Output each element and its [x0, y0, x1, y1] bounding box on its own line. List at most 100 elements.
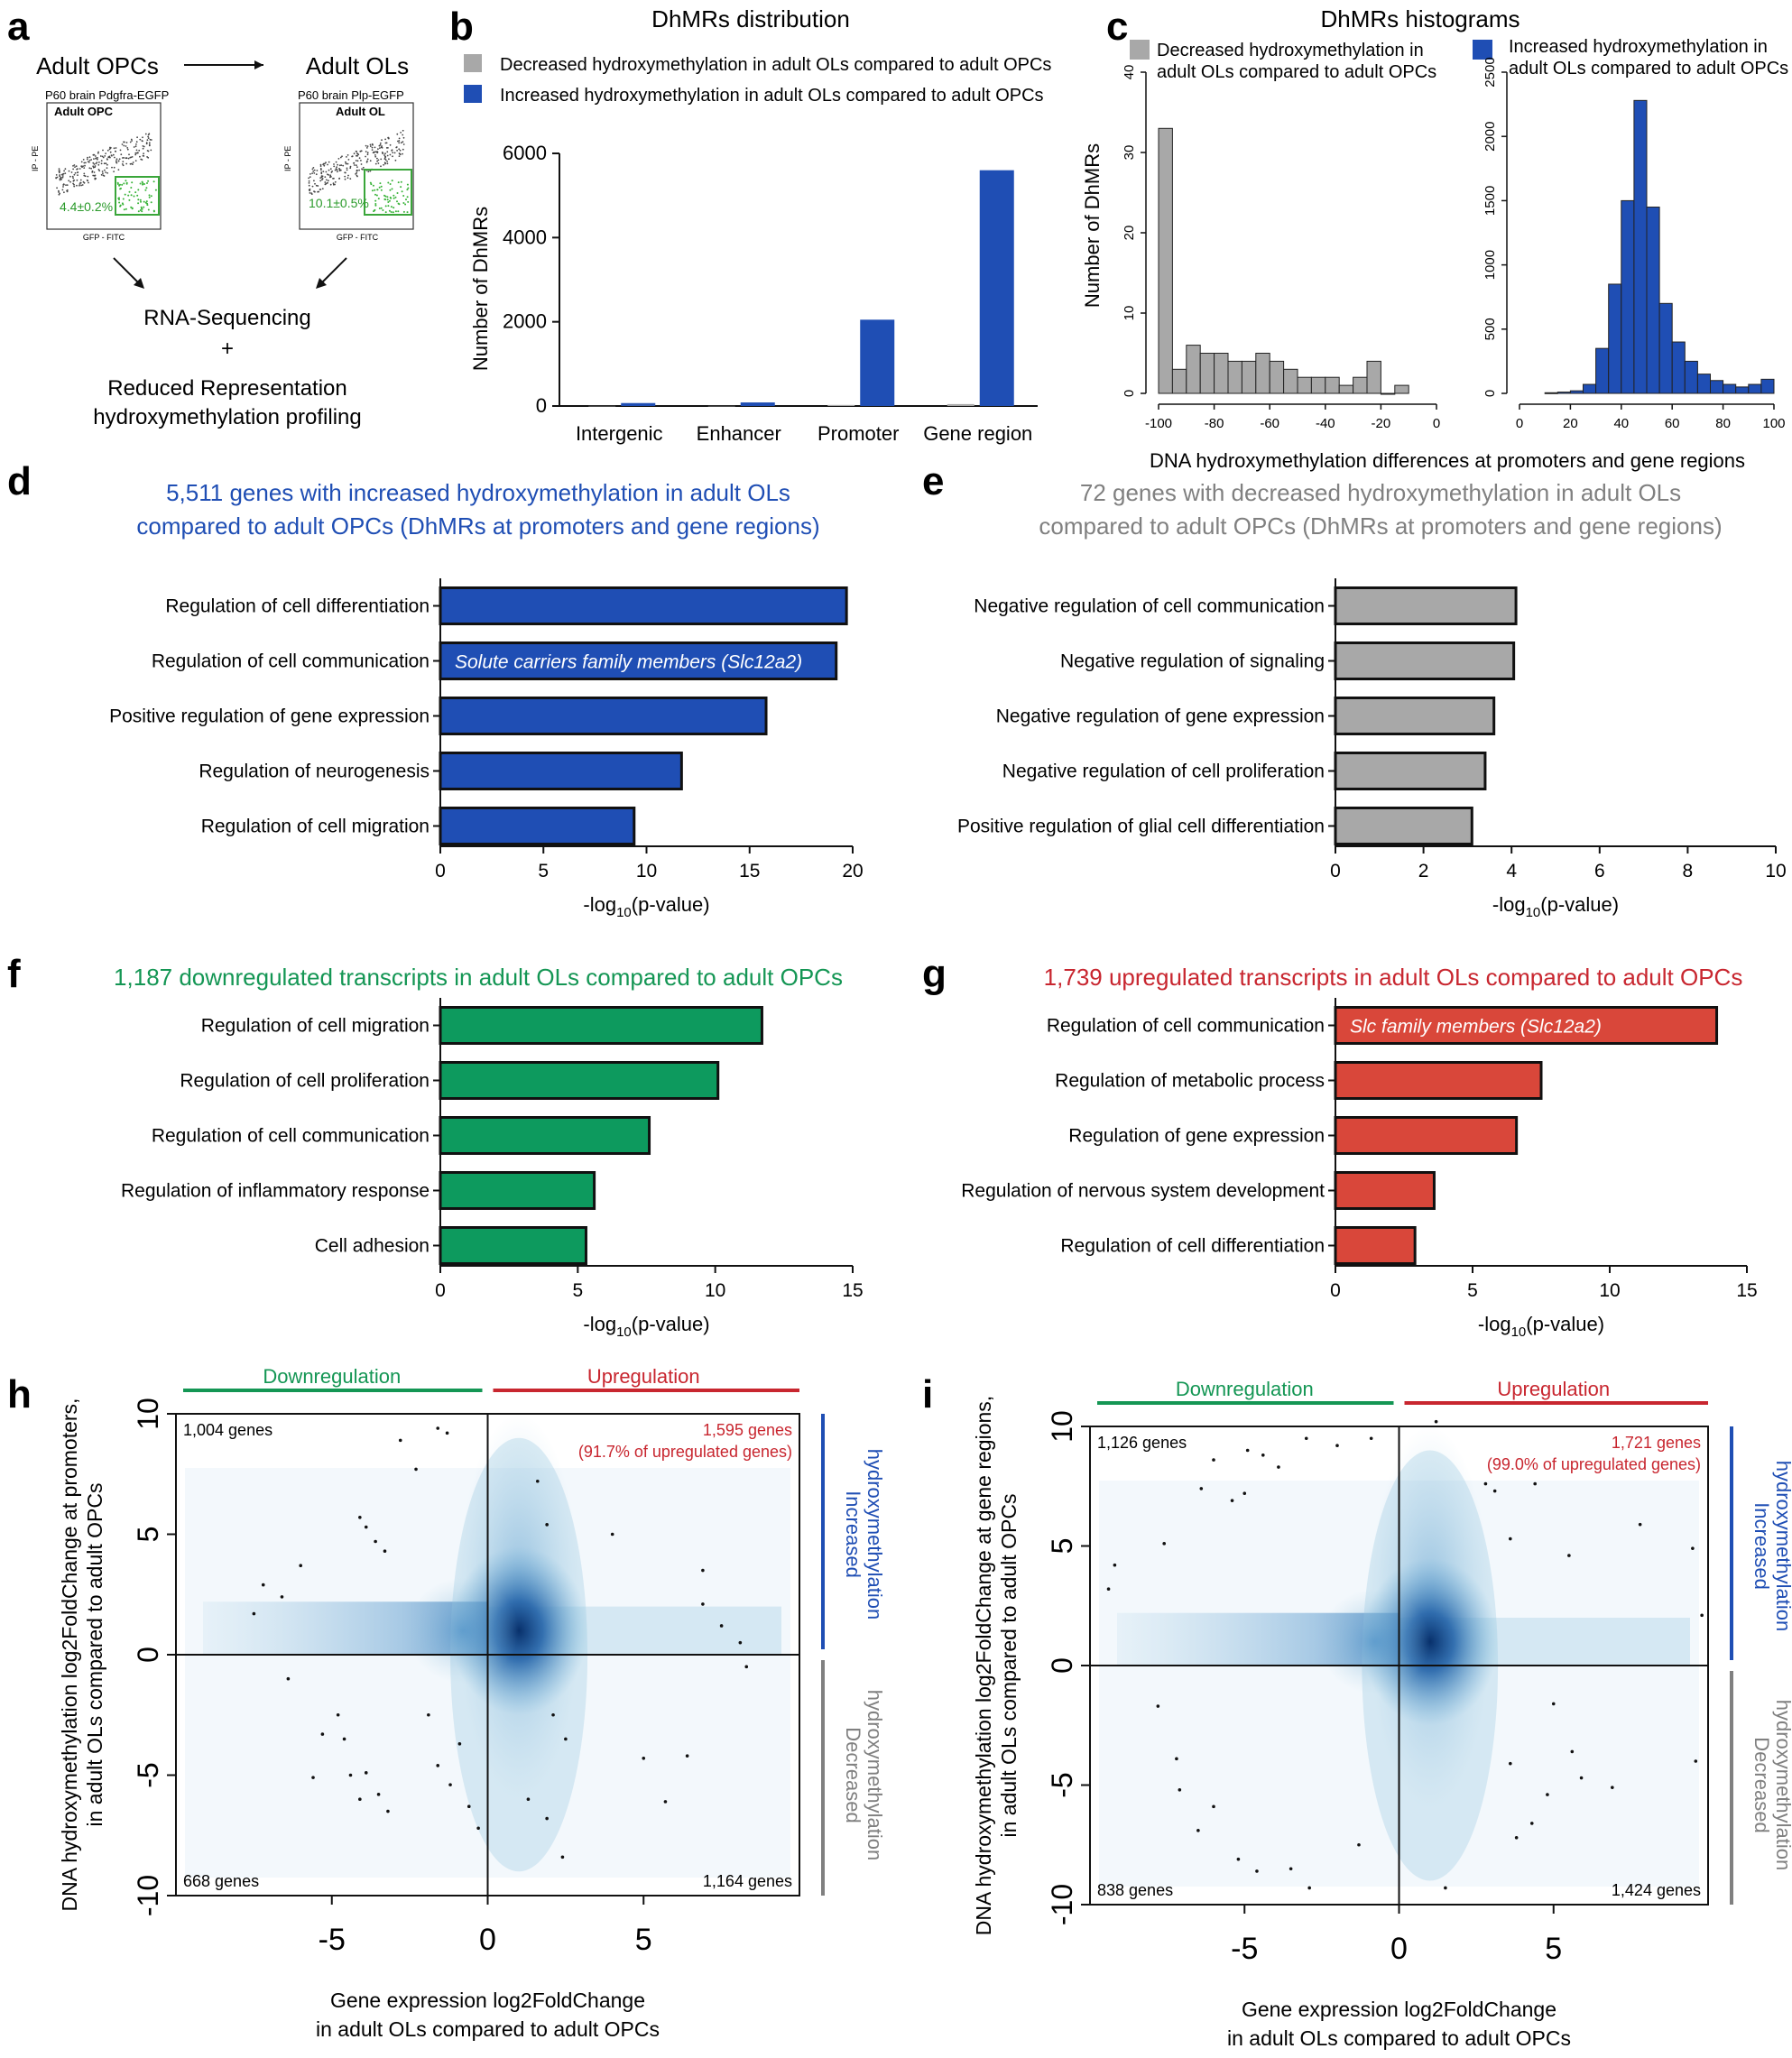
b-bar-increased: [979, 170, 1014, 406]
outlier-point: [1242, 1491, 1247, 1495]
b-y-tick-label: 6000: [503, 142, 547, 164]
gfp-positive-dot: [400, 180, 402, 183]
flow-event-dot: [87, 175, 89, 178]
panel-label-g: g: [922, 952, 947, 996]
c-right-x-tick-label: 100: [1762, 416, 1785, 431]
flow-event-dot: [142, 147, 144, 150]
flow-event-dot: [338, 170, 341, 172]
flow-event-dot: [92, 166, 95, 169]
xlabel-main: -log: [1492, 893, 1526, 916]
outlier-point: [610, 1532, 614, 1537]
flow-event-dot: [386, 161, 388, 162]
flow-event-dot: [324, 181, 327, 183]
flow-event-dot: [74, 166, 76, 169]
flow-event-dot: [374, 155, 377, 158]
flow-event-dot: [355, 173, 356, 175]
gfp-positive-dot: [144, 201, 147, 204]
flow-event-dot: [79, 183, 81, 185]
c-left-bin: [1394, 384, 1409, 394]
gfp-positive-dot: [406, 189, 409, 191]
flow-event-dot: [88, 167, 91, 170]
hbar-x-tick-label: 2: [1418, 861, 1429, 881]
outlier-point: [299, 1564, 303, 1568]
hbar-x-tick-label: 8: [1683, 861, 1694, 881]
gfp-positive-dot: [390, 211, 393, 213]
flow-event-dot: [79, 181, 82, 184]
flow-event-dot: [109, 146, 111, 149]
gfp-positive-dot: [394, 210, 397, 213]
c-left-bin: [1199, 353, 1215, 394]
gfp-positive-dot: [122, 198, 125, 200]
flow-event-dot: [333, 165, 336, 168]
hbar-x-tick-label: 10: [705, 1280, 725, 1301]
flow-event-dot: [309, 176, 311, 179]
flow-event-dot: [349, 167, 352, 170]
outlier-point: [642, 1757, 646, 1760]
flow-event-dot: [309, 192, 311, 194]
gfp-positive-dot: [393, 197, 395, 199]
hbar-category-label: Negative regulation of gene expression: [996, 706, 1325, 727]
flow-event-dot: [374, 151, 377, 153]
b-title: DhMRs distribution: [651, 5, 850, 32]
flow-event-dot: [366, 145, 369, 148]
flow-event-dot: [109, 151, 112, 153]
scatter-xlabel-2: in adult OLs compared to adult OPCs: [1227, 2026, 1571, 2050]
flow-event-dot: [59, 178, 61, 180]
hbar-category-label: Regulation of cell communication: [1047, 1016, 1325, 1037]
flow-event-dot: [332, 178, 334, 180]
outlier-point: [1492, 1489, 1497, 1493]
hbar-category-label: Regulation of cell differentiation: [1060, 1236, 1325, 1257]
c-right-bin: [1583, 383, 1597, 394]
outlier-point: [336, 1712, 340, 1717]
flow-event-dot: [400, 132, 402, 134]
hbar-category-label: Negative regulation of cell proliferatio…: [1002, 761, 1325, 782]
gfp-positive-dot: [393, 194, 395, 197]
hbar-x-tick-label: 10: [1599, 1280, 1620, 1301]
hbar-category-label: Regulation of nervous system development: [961, 1181, 1325, 1202]
flow-event-dot: [58, 170, 60, 172]
outlier-point: [348, 1773, 353, 1777]
outlier-point: [383, 1549, 387, 1553]
outlier-point: [1691, 1546, 1695, 1550]
hbar-x-tick-label: 15: [842, 1280, 863, 1301]
gfp-positive-dot: [125, 180, 127, 182]
flow-event-dot: [142, 136, 143, 139]
flow-event-dot: [141, 140, 143, 142]
gfp-positive-dot: [143, 206, 145, 208]
hbar-x-tick-label: 5: [572, 1280, 583, 1301]
outlier-point: [1307, 1886, 1311, 1890]
gfp-positive-dot: [371, 189, 374, 192]
outlier-point: [685, 1754, 689, 1758]
flow-event-dot: [68, 170, 70, 172]
flow-event-dot: [90, 159, 93, 161]
flow-event-dot: [125, 162, 128, 165]
flow-event-dot: [332, 182, 335, 185]
flow-event-dot: [141, 159, 143, 161]
flow-event-dot: [55, 174, 58, 176]
flow-event-dot: [338, 177, 341, 180]
c-right-y-tick-label: 2000: [1483, 122, 1498, 152]
flow-event-dot: [392, 155, 393, 158]
flow-event-dot: [360, 160, 362, 162]
flow-event-dot: [356, 154, 358, 157]
gfp-positive-dot: [144, 189, 147, 191]
flow-event-dot: [73, 185, 76, 188]
gfp-positive-dot: [123, 208, 125, 211]
flow-event-dot: [400, 142, 402, 144]
arrow-left-head: [134, 278, 144, 289]
flow-event-dot: [82, 165, 84, 168]
flow-event-dot: [143, 145, 145, 148]
flow-event-dot: [81, 184, 84, 186]
panel-f-go-downregulated: 1,187 downregulated transcripts in adult…: [114, 964, 864, 1340]
flow-event-dot: [148, 142, 151, 144]
hbar-category-label: Regulation of cell communication: [152, 651, 430, 672]
quadrant-top-left-count: 1,004 genes: [183, 1421, 272, 1439]
b-axes: 0 2000 4000 6000 Intergenic Enhancer Promoter G…: [503, 142, 1038, 445]
flow-event-dot: [66, 189, 69, 192]
flow-event-dot: [134, 153, 137, 156]
flow-event-dot: [122, 164, 125, 167]
flow-event-dot: [119, 149, 122, 152]
scatter-y-tick-label: 10: [132, 1398, 164, 1430]
flow-event-dot: [322, 162, 325, 165]
outlier-point: [1277, 1465, 1280, 1469]
